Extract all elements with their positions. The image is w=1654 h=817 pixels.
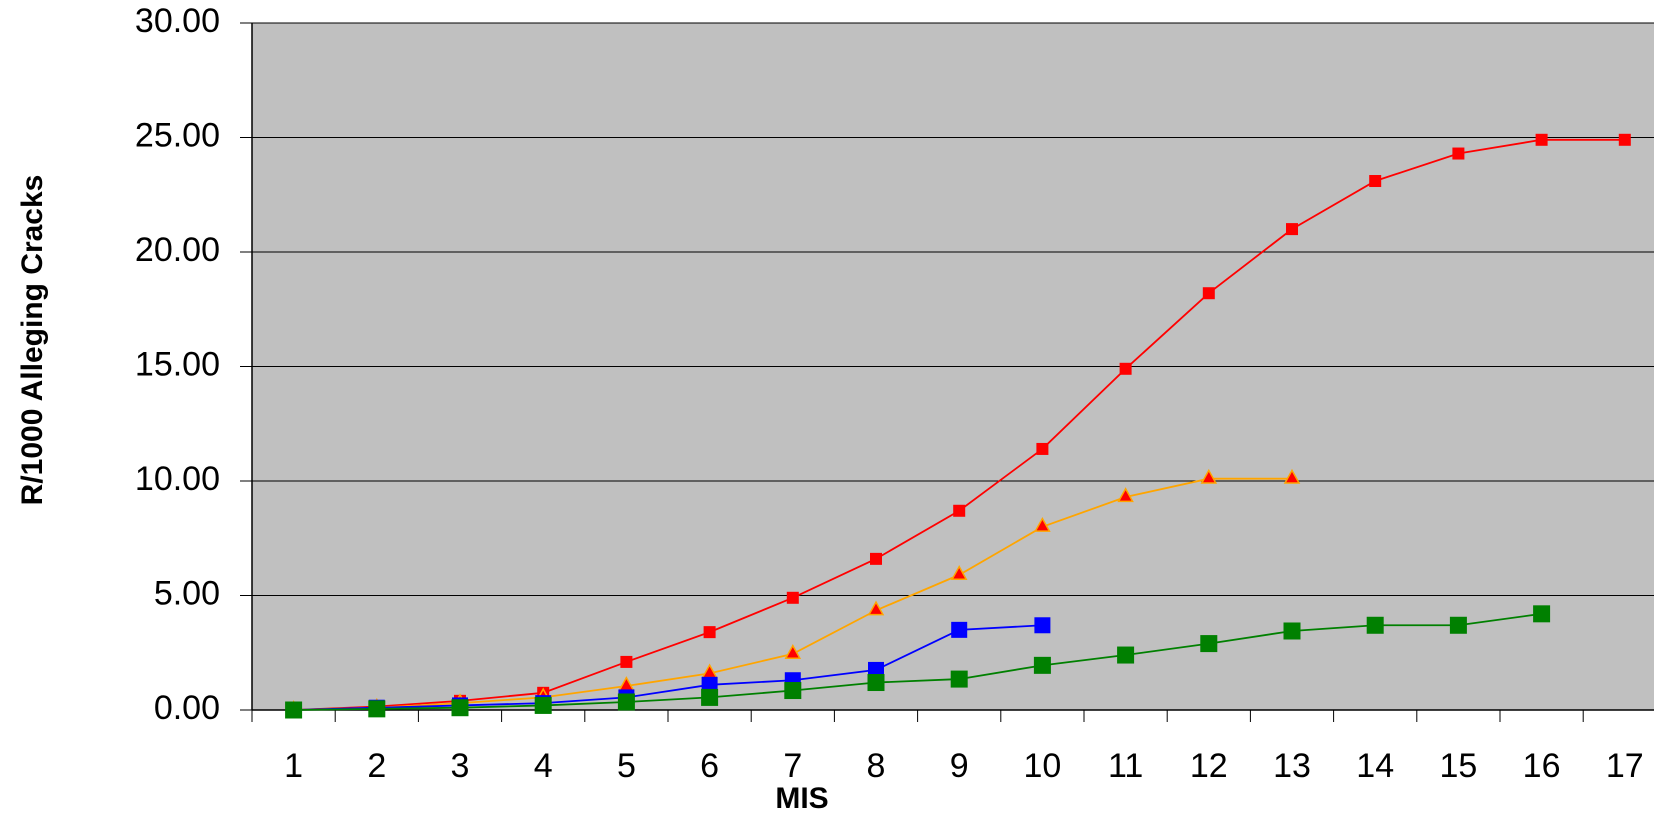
x-tick-label: 14	[1356, 747, 1394, 785]
marker	[1119, 362, 1132, 375]
marker	[368, 700, 386, 718]
marker	[701, 688, 719, 706]
marker	[867, 600, 885, 616]
marker	[701, 676, 718, 693]
x-tick-label: 15	[1439, 747, 1477, 785]
marker	[1034, 516, 1051, 532]
y-tick-label: 0.00	[154, 689, 220, 727]
marker	[534, 696, 552, 714]
marker	[951, 621, 968, 638]
marker	[1036, 442, 1049, 455]
x-tick-label: 10	[1023, 747, 1061, 785]
x-tick-label: 8	[867, 747, 886, 785]
y-tick-label: 15.00	[135, 345, 220, 383]
x-tick-label: 11	[1108, 747, 1143, 785]
y-tick-label: 5.00	[154, 574, 220, 612]
series-line	[293, 624, 1043, 711]
marker	[1034, 617, 1051, 634]
x-tick-label: 16	[1523, 747, 1561, 785]
marker	[1535, 133, 1548, 146]
marker	[950, 670, 968, 688]
marker	[703, 626, 716, 639]
marker	[617, 693, 635, 711]
y-tick-label: 30.00	[135, 2, 220, 40]
x-tick-label: 13	[1273, 747, 1311, 785]
marker	[953, 504, 966, 517]
marker	[451, 699, 469, 717]
x-tick-label: 17	[1606, 747, 1644, 785]
marker	[1117, 646, 1135, 664]
marker	[784, 644, 802, 659]
x-axis-title: MIS	[775, 782, 828, 815]
x-tick-label: 1	[284, 747, 303, 785]
x-tick-label: 7	[783, 747, 802, 785]
marker	[784, 682, 802, 700]
marker	[786, 591, 799, 604]
marker	[1200, 635, 1218, 653]
marker	[1200, 468, 1218, 484]
x-tick-label: 2	[367, 747, 386, 785]
x-tick-label: 6	[700, 747, 719, 785]
marker	[1286, 223, 1298, 236]
marker	[868, 661, 884, 678]
y-tick-label: 20.00	[135, 231, 220, 269]
x-tick-label: 5	[617, 747, 636, 785]
marker	[1452, 147, 1465, 160]
marker	[1618, 133, 1631, 146]
y-tick-label: 25.00	[135, 116, 220, 154]
y-axis-title: R/1000 Alleging Cracks	[16, 175, 49, 506]
marker	[285, 701, 303, 719]
marker	[1283, 622, 1301, 640]
x-tick-label: 4	[534, 747, 553, 785]
marker	[1449, 616, 1467, 634]
marker	[1369, 175, 1382, 188]
y-tick-label: 10.00	[135, 460, 220, 498]
marker	[1202, 287, 1215, 300]
x-tick-label: 9	[950, 747, 969, 785]
x-tick-label: 12	[1190, 747, 1228, 785]
marker	[1117, 487, 1134, 503]
marker	[1533, 605, 1551, 623]
marker	[1366, 616, 1384, 634]
marker	[867, 674, 885, 692]
x-tick-label: 3	[451, 747, 470, 785]
marker	[870, 552, 882, 565]
marker	[1033, 656, 1051, 674]
marker	[620, 655, 633, 668]
marker	[950, 565, 968, 580]
marker	[1283, 468, 1301, 484]
series-line	[293, 612, 1542, 711]
